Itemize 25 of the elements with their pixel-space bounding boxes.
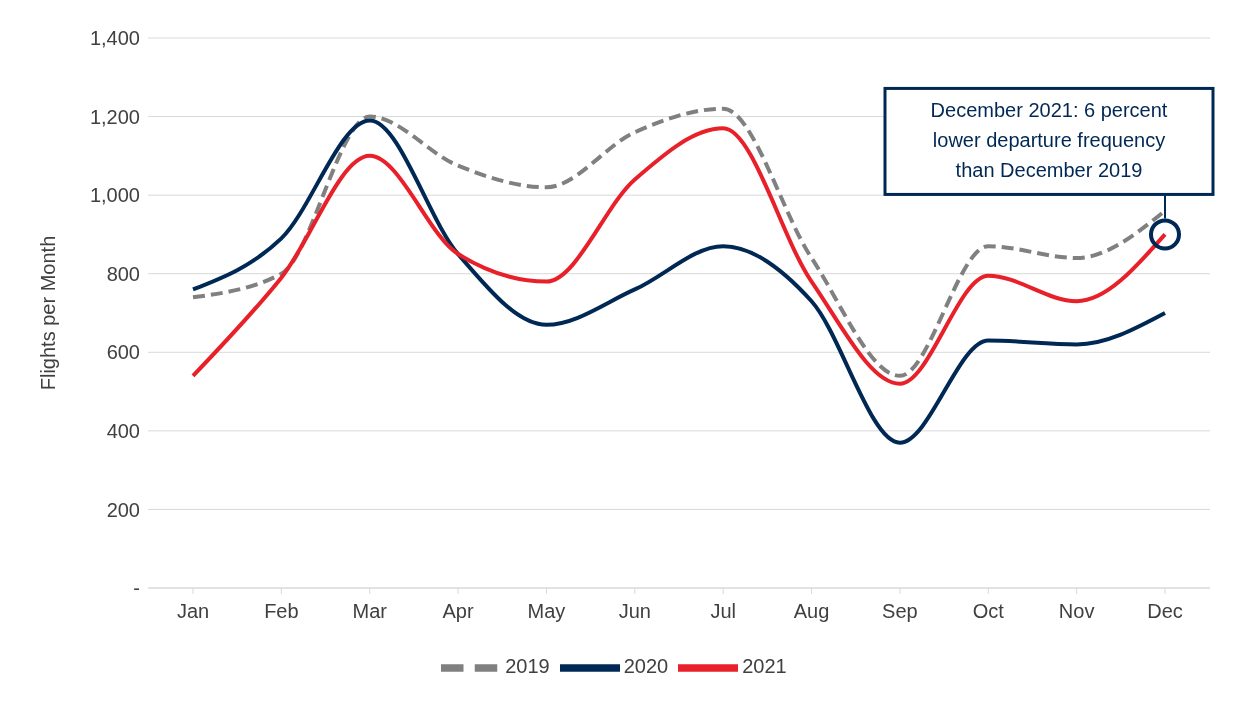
y-tick-label: 400 <box>106 419 140 442</box>
legend-label: 2019 <box>505 655 550 678</box>
x-tick-label: Aug <box>793 600 830 623</box>
x-tick-label: Mar <box>352 600 388 623</box>
y-tick-label: 1,400 <box>89 27 140 50</box>
x-tick-label: Nov <box>1058 600 1095 623</box>
x-tick-label: Sep <box>882 600 918 623</box>
annotation: December 2021: 6 percent lower departure frequency than December 2019 <box>930 99 1168 182</box>
x-tick-label: Jul <box>710 600 736 623</box>
legend-label: 2020 <box>623 655 669 678</box>
x-tick-label: Oct <box>972 600 1005 623</box>
y-axis-title: Flights per Month <box>37 235 60 391</box>
y-tick-label: 200 <box>106 498 140 521</box>
y-tick-label: 1,200 <box>89 105 140 128</box>
y-tick-label: 1,000 <box>89 184 140 207</box>
y-tick-label: - <box>133 577 140 600</box>
x-tick-label: Jun <box>618 600 651 623</box>
x-tick-label: Feb <box>264 600 299 623</box>
legend-label: 2021 <box>742 655 787 678</box>
y-tick-label: 800 <box>106 262 140 285</box>
x-tick-label: Apr <box>442 600 474 623</box>
y-tick-label: 600 <box>106 341 140 364</box>
x-tick-label: Jan <box>176 600 210 623</box>
x-tick-label: May <box>527 600 566 623</box>
x-tick-label: Dec <box>1147 600 1183 623</box>
